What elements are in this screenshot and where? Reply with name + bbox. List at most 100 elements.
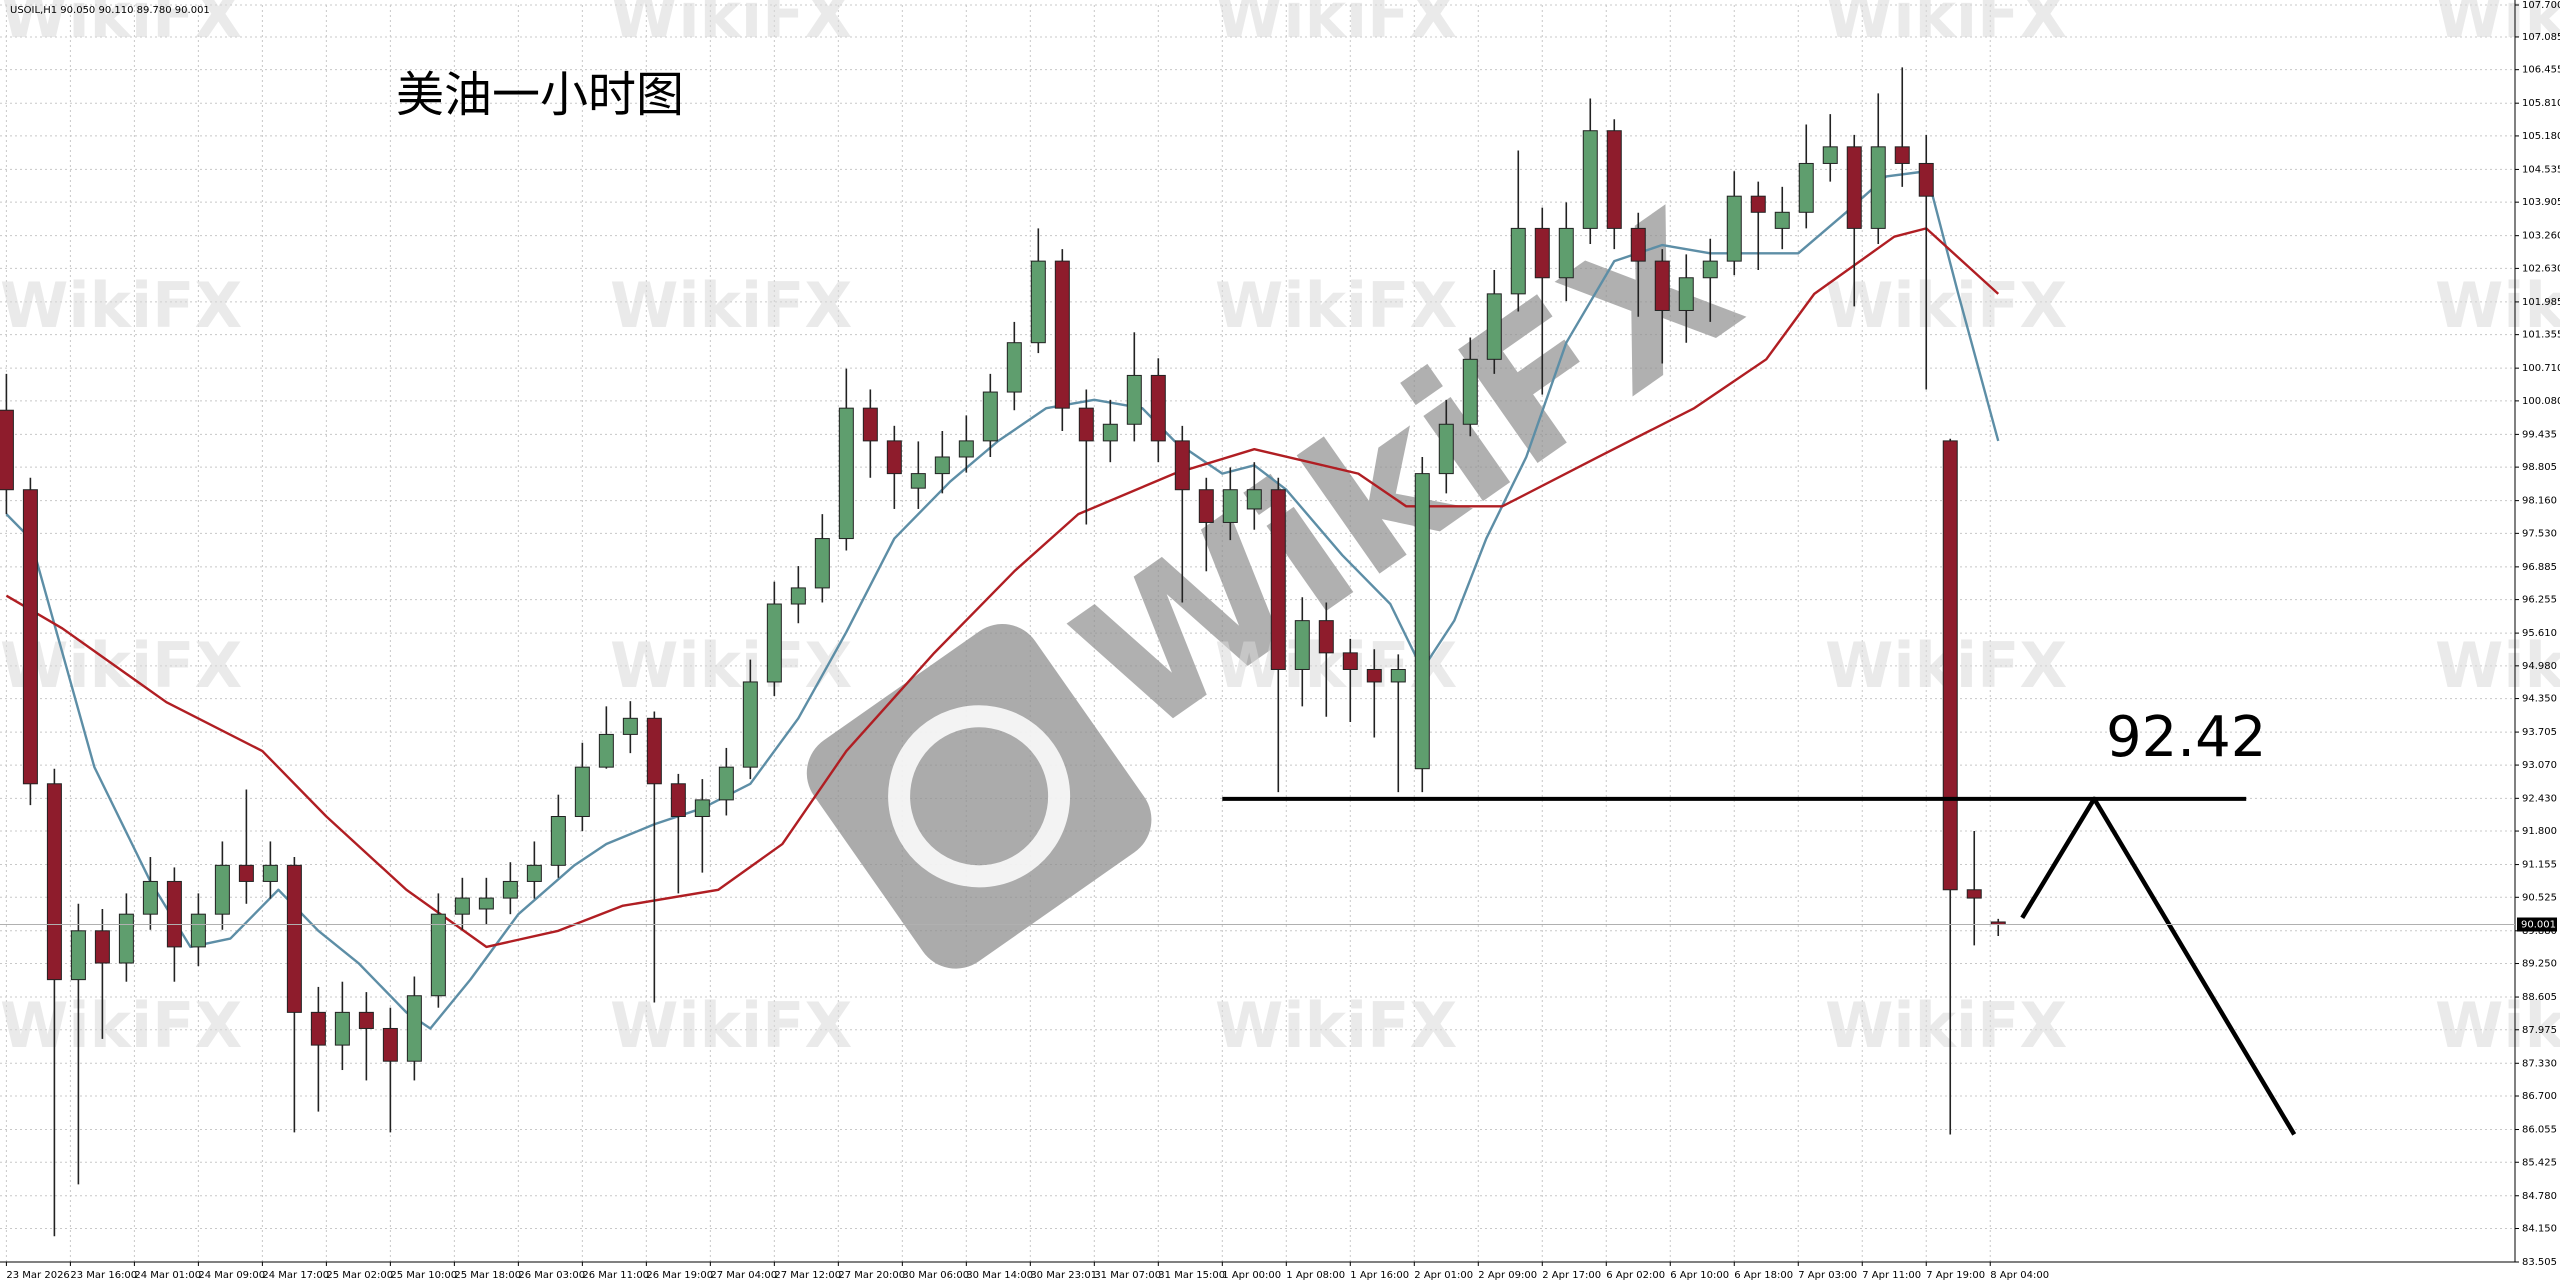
y-tick-label: 87.975 xyxy=(2522,1025,2557,1036)
level-label: 92.42 xyxy=(2106,705,2266,770)
x-tick-label: 26 Mar 03:00 xyxy=(518,1270,585,1281)
candle-body xyxy=(1798,162,1814,213)
x-tick-label: 31 Mar 07:00 xyxy=(1094,1270,1161,1281)
candle-body xyxy=(1750,195,1766,213)
x-tick-label: 1 Apr 00:00 xyxy=(1222,1270,1281,1281)
candle-body xyxy=(1246,489,1262,510)
candle-body xyxy=(1414,473,1430,770)
logo-badge xyxy=(806,624,1152,969)
x-tick-label: 24 Mar 09:00 xyxy=(198,1270,265,1281)
candle-body xyxy=(1630,227,1646,262)
candle-body xyxy=(1534,227,1550,279)
candle-body xyxy=(646,717,662,785)
y-tick-label: 93.070 xyxy=(2522,760,2557,771)
candle-body xyxy=(1966,889,1982,899)
chart-title: 美油一小时图 xyxy=(396,67,684,123)
candle-body xyxy=(1318,620,1334,654)
watermark-text: WikiFX xyxy=(2435,0,2560,52)
watermark-text: WikiFX xyxy=(610,0,852,52)
y-tick-label: 101.985 xyxy=(2522,297,2560,308)
candle-body xyxy=(1198,489,1214,523)
candle-body xyxy=(1078,407,1094,442)
candle-body xyxy=(502,880,518,899)
x-tick-label: 23 Mar 16:00 xyxy=(70,1270,137,1281)
y-tick-label: 100.080 xyxy=(2522,396,2560,407)
watermark-text: WikiFX xyxy=(1215,269,1457,342)
candle-body xyxy=(1126,374,1142,425)
y-tick-label: 101.355 xyxy=(2522,330,2560,341)
candle-body xyxy=(694,799,710,818)
y-tick-label: 104.535 xyxy=(2522,164,2560,175)
candle-body xyxy=(886,440,902,475)
candle-body xyxy=(358,1011,374,1029)
candle-body xyxy=(1486,293,1502,360)
x-tick-label: 27 Mar 20:00 xyxy=(838,1270,905,1281)
candle-body xyxy=(766,603,782,683)
candle-body xyxy=(310,1011,326,1046)
candle-body xyxy=(214,864,230,915)
candle-body xyxy=(958,440,974,458)
watermark-text: WikiFX xyxy=(610,989,852,1062)
candle-body xyxy=(718,766,734,801)
candle-body xyxy=(142,880,158,915)
y-tick-label: 94.980 xyxy=(2522,661,2557,672)
watermark-text: WikiFX xyxy=(1825,0,2067,52)
candle-body xyxy=(286,864,302,1013)
y-tick-label: 92.430 xyxy=(2522,793,2557,804)
y-tick-label: 87.330 xyxy=(2522,1058,2557,1069)
candle-body xyxy=(262,864,278,882)
candle-body xyxy=(1702,260,1718,279)
candle-body xyxy=(670,783,686,818)
candle-body xyxy=(1462,358,1478,425)
symbol-header: USOIL,H1 90.050 90.110 89.780 90.001 xyxy=(10,5,210,16)
candle-body xyxy=(934,456,950,475)
x-tick-label: 6 Apr 18:00 xyxy=(1734,1270,1793,1281)
moving-average-line xyxy=(5,170,2000,1030)
y-tick-label: 100.710 xyxy=(2522,363,2560,374)
x-tick-label: 2 Apr 17:00 xyxy=(1542,1270,1601,1281)
candle-body xyxy=(118,913,134,964)
y-tick-label: 89.250 xyxy=(2522,959,2557,970)
candle-body xyxy=(1054,260,1070,409)
watermark-text: WikiFX xyxy=(2435,989,2560,1062)
candle-body xyxy=(1342,652,1358,670)
x-tick-label: 24 Mar 17:00 xyxy=(262,1270,329,1281)
y-tick-label: 86.055 xyxy=(2522,1125,2557,1136)
y-tick-label: 91.800 xyxy=(2522,826,2557,837)
candle-body xyxy=(190,913,206,948)
x-tick-label: 6 Apr 10:00 xyxy=(1670,1270,1729,1281)
watermark-text: WikiFX xyxy=(0,629,242,702)
candle-body xyxy=(1678,277,1694,311)
candle-body xyxy=(478,897,494,910)
candle-body xyxy=(406,995,422,1062)
candle-body xyxy=(574,766,590,818)
projection-line xyxy=(2020,796,2297,1136)
candle-body xyxy=(1150,374,1166,442)
candle-body xyxy=(1294,620,1310,670)
candle-body xyxy=(334,1011,350,1046)
x-tick-label: 30 Mar 14:00 xyxy=(966,1270,1033,1281)
logo-emblem xyxy=(888,705,1071,888)
y-tick-label: 93.705 xyxy=(2522,727,2557,738)
y-tick-label: 90.525 xyxy=(2522,892,2557,903)
candle-body xyxy=(1846,146,1862,229)
candle-body xyxy=(1894,146,1910,164)
x-tick-label: 7 Apr 03:00 xyxy=(1798,1270,1857,1281)
watermark-text: WikiFX xyxy=(610,269,852,342)
y-tick-label: 91.155 xyxy=(2522,860,2557,871)
y-tick-label: 107.085 xyxy=(2522,32,2560,43)
candle-body xyxy=(526,864,542,882)
y-tick-label: 103.905 xyxy=(2522,197,2560,208)
watermark-text: WikiFX xyxy=(1825,989,2067,1062)
candle-body xyxy=(910,473,926,489)
x-tick-label: 25 Mar 02:00 xyxy=(326,1270,393,1281)
y-tick-label: 83.505 xyxy=(2522,1257,2557,1268)
candle-body xyxy=(814,538,830,589)
y-tick-label: 99.435 xyxy=(2522,429,2557,440)
y-tick-label: 103.260 xyxy=(2522,231,2560,242)
x-tick-label: 7 Apr 19:00 xyxy=(1926,1270,1985,1281)
candle-body xyxy=(70,930,86,981)
x-tick-label: 2 Apr 01:00 xyxy=(1414,1270,1473,1281)
candle-body xyxy=(1222,489,1238,523)
